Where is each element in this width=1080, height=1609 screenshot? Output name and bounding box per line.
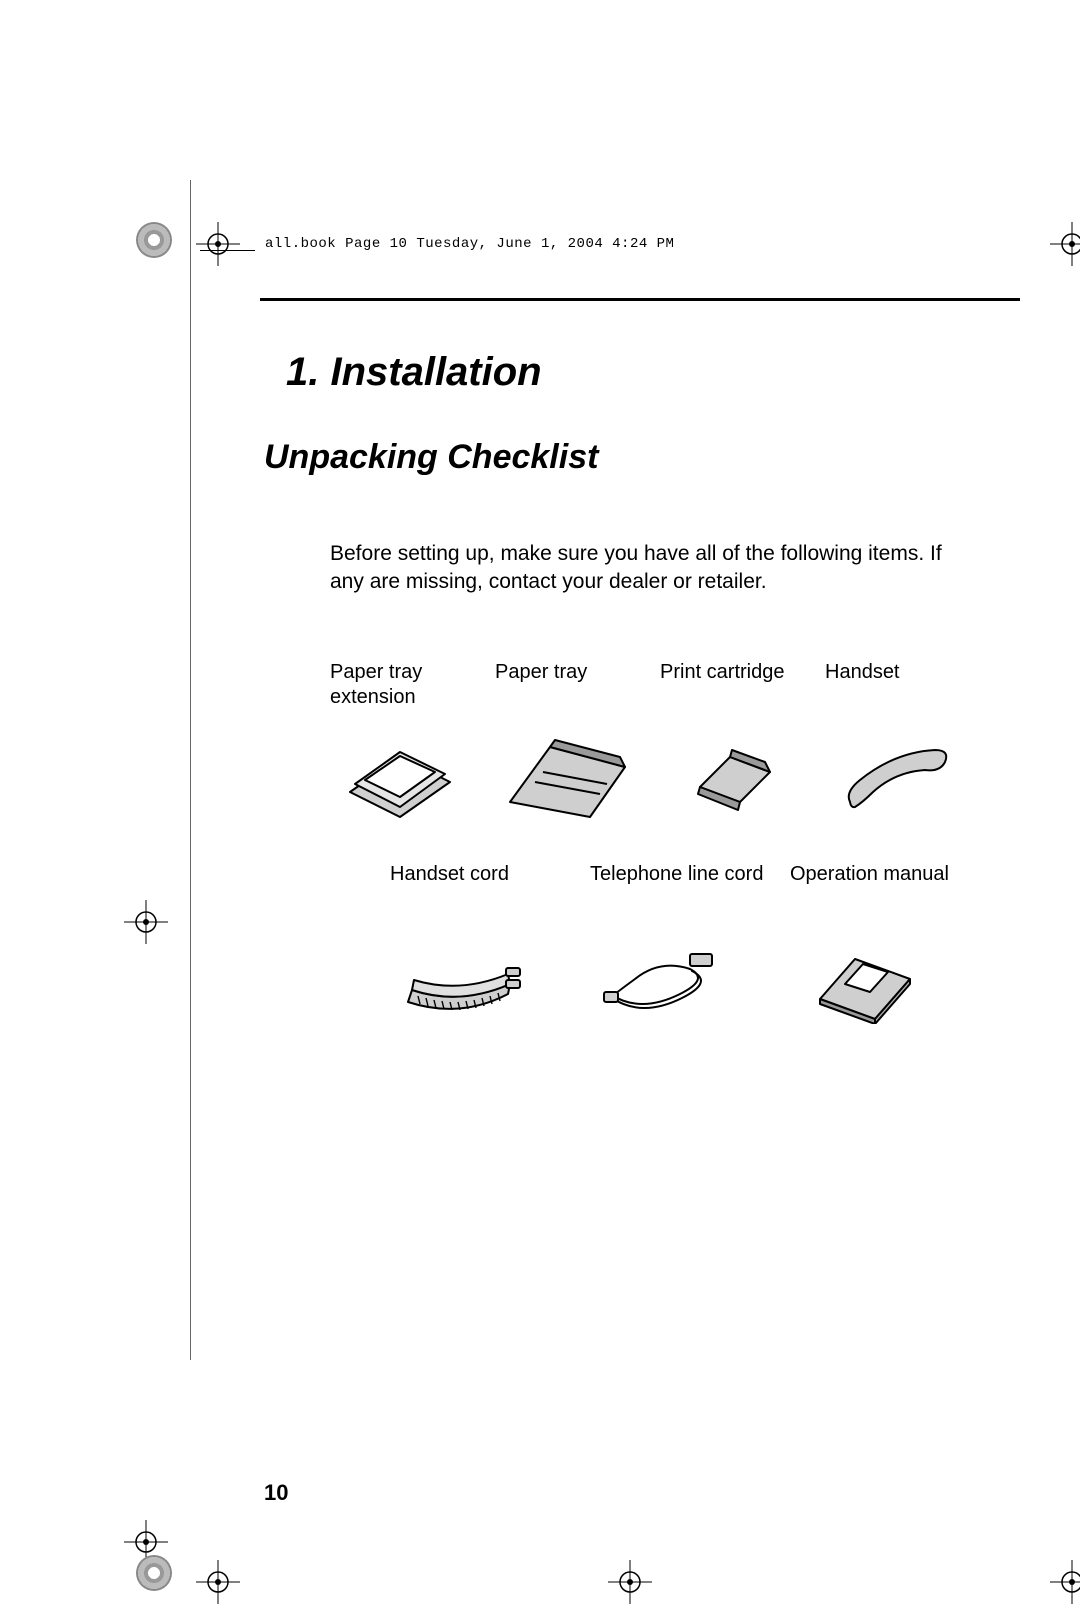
- items-row-2: Handset cord: [390, 862, 990, 1024]
- reg-dot-bl: [136, 1555, 172, 1591]
- reg-cross-bc: [608, 1560, 652, 1604]
- operation-manual-icon: [790, 924, 930, 1024]
- guide-line-left: [190, 180, 191, 1360]
- book-header: all.book Page 10 Tuesday, June 1, 2004 4…: [265, 236, 674, 252]
- page-number: 10: [264, 1480, 288, 1506]
- item-label: Handset: [825, 660, 990, 712]
- item-paper-tray-extension: Paper tray extension: [330, 660, 495, 822]
- print-cartridge-icon: [660, 722, 800, 822]
- paper-tray-extension-icon: [330, 722, 470, 822]
- item-label: Print cartridge: [660, 660, 825, 712]
- reg-cross-bl2: [196, 1560, 240, 1604]
- section-rule: [260, 298, 1020, 301]
- item-print-cartridge: Print cartridge: [660, 660, 825, 822]
- item-label: Operation manual: [790, 862, 990, 914]
- reg-dot-tl: [136, 222, 172, 258]
- reg-cross-ml: [124, 900, 168, 944]
- handset-cord-icon: [390, 924, 530, 1024]
- item-handset: Handset: [825, 660, 990, 822]
- item-telephone-line-cord: Telephone line cord: [590, 862, 790, 1024]
- item-label: Handset cord: [390, 862, 590, 914]
- item-paper-tray: Paper tray: [495, 660, 660, 822]
- section-title: Unpacking Checklist: [264, 438, 598, 477]
- item-label: Paper tray extension: [330, 660, 495, 712]
- book-header-line: [200, 250, 255, 251]
- item-operation-manual: Operation manual: [790, 862, 990, 1024]
- intro-paragraph: Before setting up, make sure you have al…: [330, 540, 970, 597]
- items-row-1: Paper tray extension Paper tray: [330, 660, 990, 822]
- reg-cross-tr: [1050, 222, 1080, 266]
- manual-page: all.book Page 10 Tuesday, June 1, 2004 4…: [0, 0, 1080, 1528]
- item-handset-cord: Handset cord: [390, 862, 590, 1024]
- item-label: Paper tray: [495, 660, 660, 712]
- chapter-title: 1. Installation: [286, 350, 542, 395]
- item-label: Telephone line cord: [590, 862, 790, 914]
- checklist-items: Paper tray extension Paper tray: [330, 660, 990, 1024]
- reg-cross-br: [1050, 1560, 1080, 1604]
- telephone-cord-icon: [590, 924, 730, 1024]
- handset-icon: [825, 722, 965, 822]
- paper-tray-icon: [495, 722, 635, 822]
- reg-cross-tl: [196, 222, 240, 266]
